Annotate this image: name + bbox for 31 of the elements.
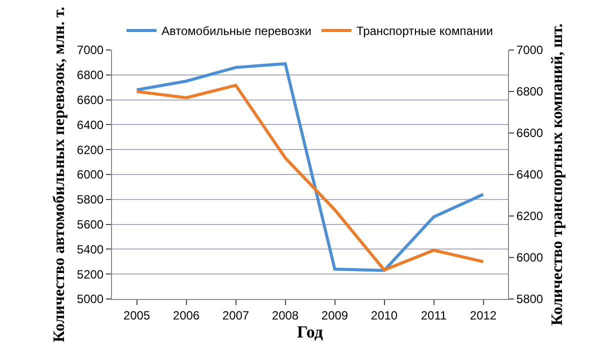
y-tick-label: 7000: [76, 43, 104, 58]
y-tick-label: 6600: [76, 93, 104, 107]
y-tick-label: 6000: [76, 168, 104, 182]
y2-tick-label: 7000: [516, 43, 544, 58]
y2-tick-label: 6200: [516, 209, 544, 224]
y-tick-label: 5200: [76, 267, 104, 282]
x-axis-title: Год: [297, 322, 324, 342]
y2-tick-label: 6000: [516, 250, 544, 265]
y2-tick-label: 5800: [516, 292, 544, 306]
y2-tick-label: 6800: [516, 84, 544, 99]
y-tick-label: 6200: [76, 142, 104, 157]
y-axis-title: Количество автомобильных перевозок, млн. т.: [50, 6, 68, 342]
x-tick-label: 2008: [272, 308, 299, 322]
x-tick-label: 2009: [321, 308, 348, 322]
y-tick-label: 5000: [76, 292, 104, 306]
y-tick-label: 5400: [76, 242, 104, 256]
y-tick-label: 6400: [76, 118, 104, 132]
y2-tick-label: 6600: [516, 126, 544, 140]
x-tick-label: 2006: [172, 308, 200, 322]
y-tick-label: 6800: [76, 68, 104, 82]
x-tick-label: 2007: [222, 308, 250, 322]
y2-axis-title: Количество транспортных компаний, шт.: [549, 24, 566, 326]
x-tick-label: 2010: [370, 308, 398, 322]
x-tick-label: 2011: [420, 308, 447, 322]
y2-tick-label: 6400: [516, 168, 544, 182]
legend-label: Автомобильные перевозки: [162, 24, 312, 38]
y-tick-label: 5600: [76, 218, 104, 232]
y-tick-label: 5800: [76, 192, 104, 207]
x-tick-label: 2012: [470, 308, 497, 322]
x-tick-label: 2005: [123, 308, 150, 322]
legend-label: Транспортные компании: [356, 24, 493, 38]
